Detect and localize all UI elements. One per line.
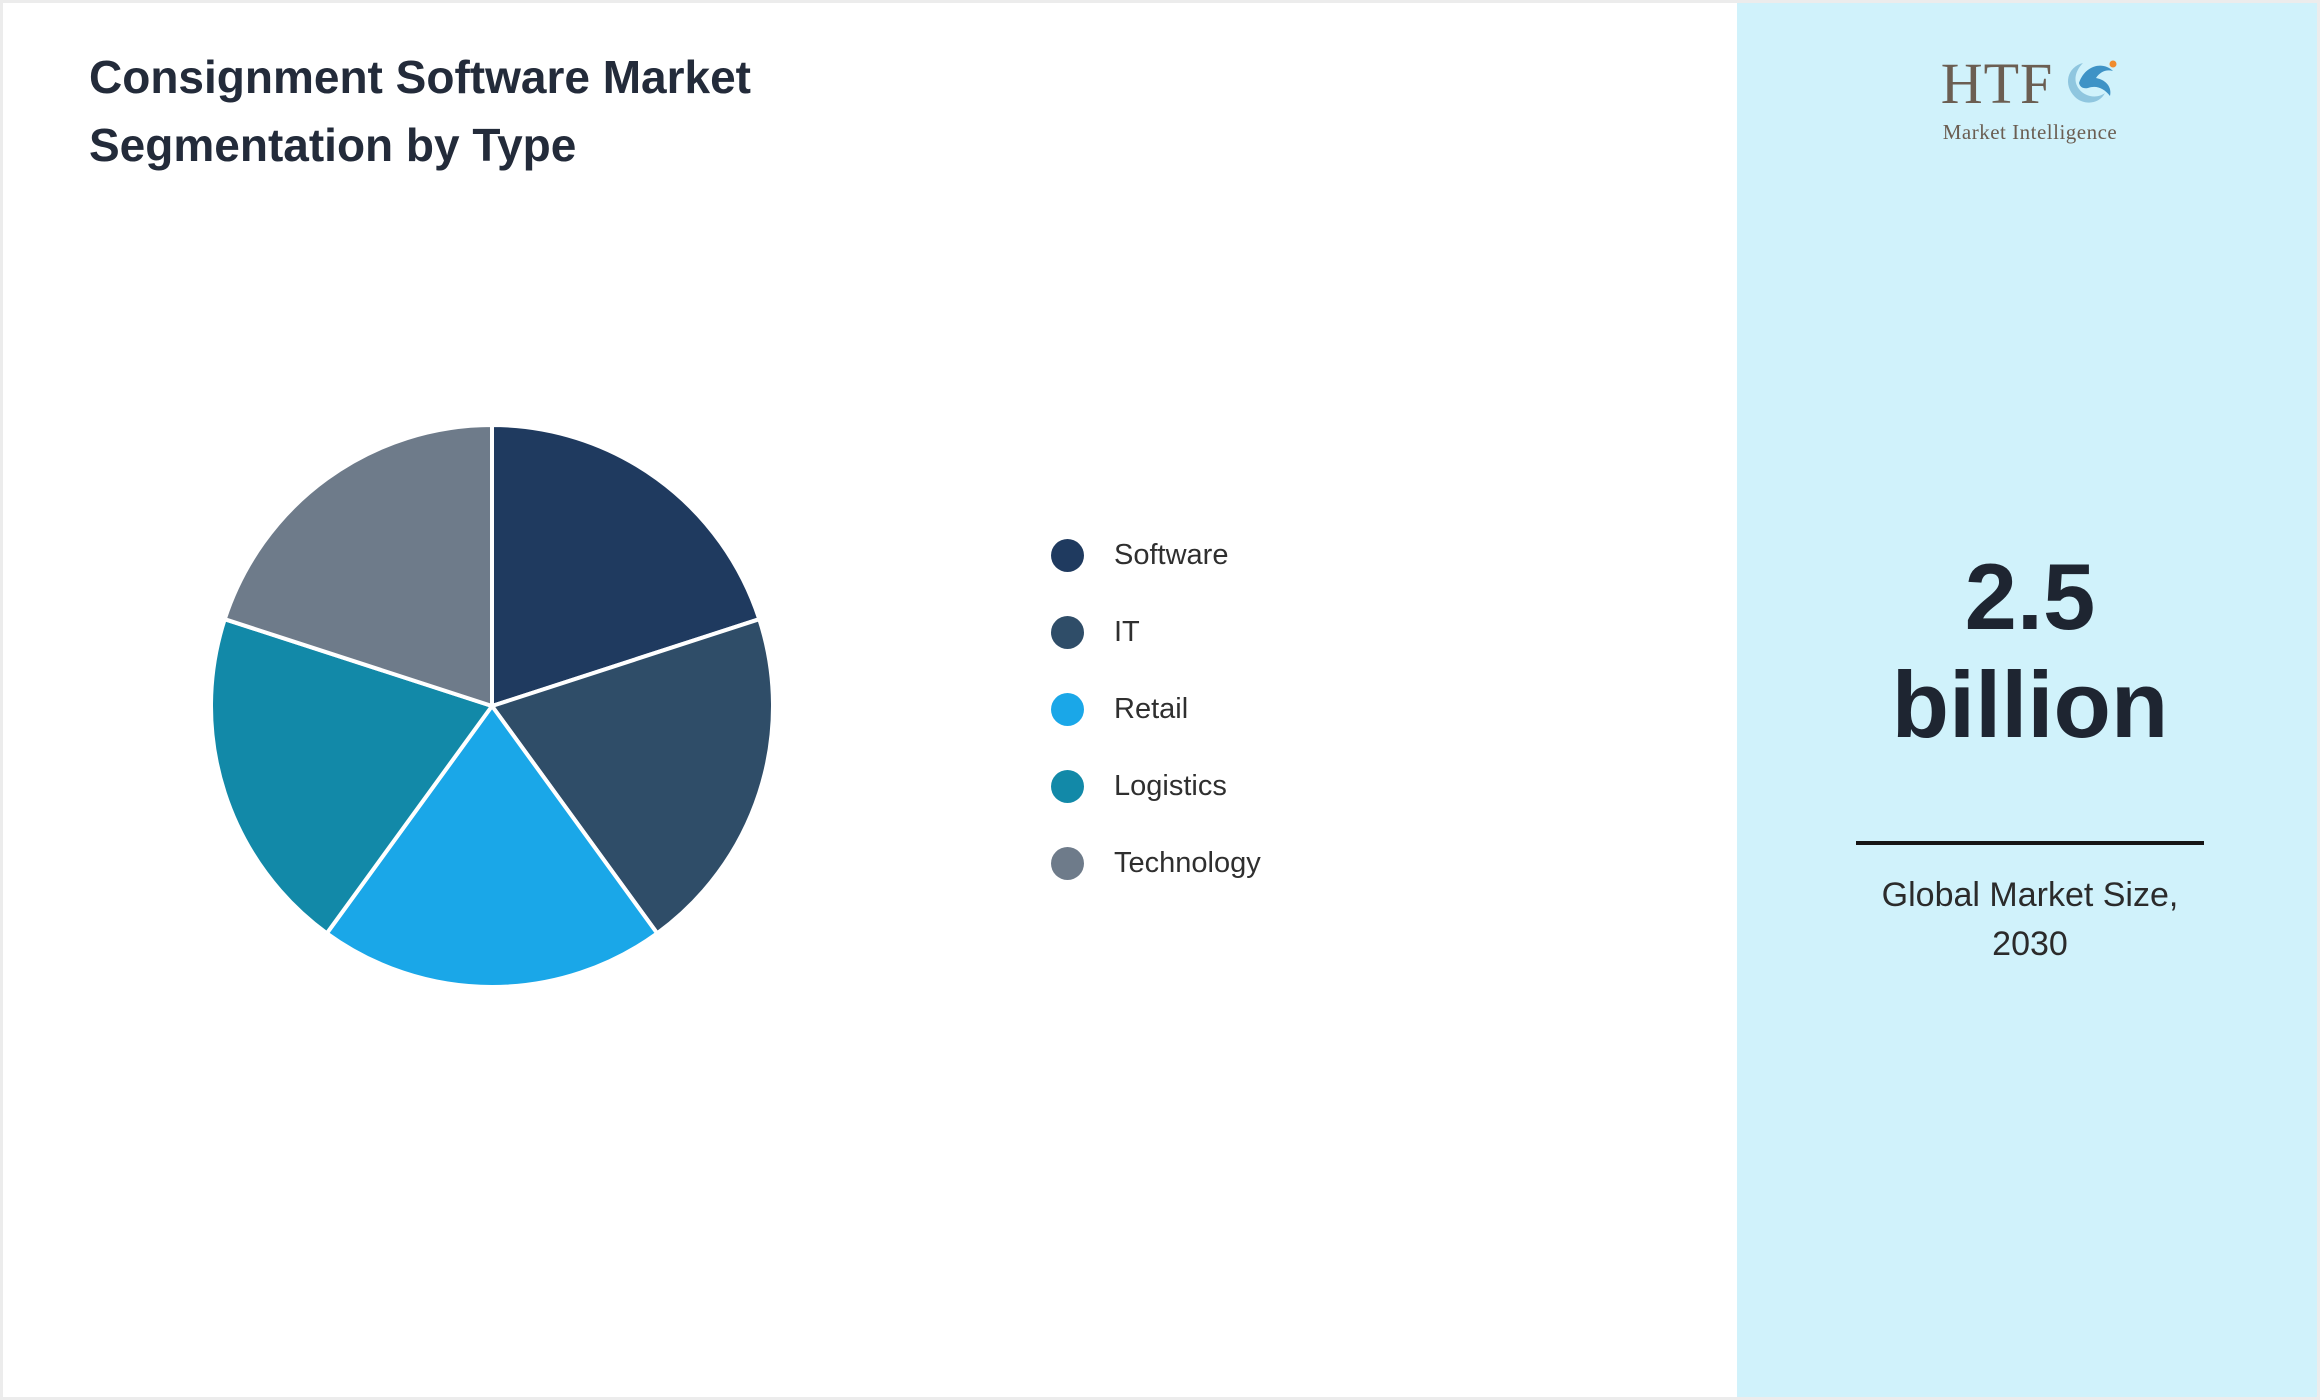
legend-item-retail: Retail — [1051, 693, 1261, 726]
page-title: Consignment Software Market Segmentation… — [89, 43, 751, 179]
pie-chart-svg — [209, 423, 775, 989]
legend: Software IT Retail Logistics Technology — [1051, 539, 1261, 924]
dolphin-logo-icon — [2053, 55, 2119, 118]
legend-item-software: Software — [1051, 539, 1261, 572]
pie-slice-it — [490, 617, 775, 936]
legend-label-it: IT — [1114, 616, 1140, 648]
market-size-unit: billion — [1891, 652, 2169, 758]
legend-label-logistics: Logistics — [1114, 770, 1227, 802]
htf-logo-subtext: Market Intelligence — [1942, 120, 2118, 144]
page-title-line-1: Consignment Software Market — [89, 51, 751, 103]
market-size-caption-line-1: Global Market Size, — [1881, 876, 2179, 914]
pie-slice-logistics — [209, 617, 494, 936]
divider-line — [1856, 841, 2204, 845]
market-size-caption-line-2: 2030 — [1992, 925, 2068, 964]
legend-dot-retail — [1051, 693, 1084, 726]
htf-logo: HTF Market Intelligence — [1737, 51, 2317, 145]
htf-logo-text: HTF — [1940, 51, 2054, 116]
pie-slice-technology — [222, 423, 494, 708]
pie-slice-retail — [324, 704, 660, 989]
pie-chart — [192, 406, 792, 1006]
legend-item-logistics: Logistics — [1051, 770, 1261, 803]
legend-dot-logistics — [1051, 770, 1084, 803]
market-size-caption: Global Market Size, 2030 — [1737, 871, 2317, 970]
right-panel: HTF Market Intelligence 2.5 billion Glob… — [1737, 3, 2317, 1397]
legend-label-retail: Retail — [1114, 693, 1189, 725]
market-size-number: 2.5 — [1964, 544, 2096, 649]
legend-label-technology: Technology — [1114, 847, 1261, 879]
htf-logo-row: HTF — [1737, 51, 2317, 118]
pie-slice-software — [490, 423, 762, 708]
legend-dot-it — [1051, 616, 1084, 649]
legend-item-it: IT — [1051, 616, 1261, 649]
legend-dot-software — [1051, 539, 1084, 572]
legend-label-software: Software — [1114, 539, 1229, 571]
legend-item-technology: Technology — [1051, 847, 1261, 880]
market-size-value: 2.5 billion — [1737, 543, 2317, 759]
legend-dot-technology — [1051, 847, 1084, 880]
page-title-line-2: Segmentation by Type — [89, 119, 577, 171]
